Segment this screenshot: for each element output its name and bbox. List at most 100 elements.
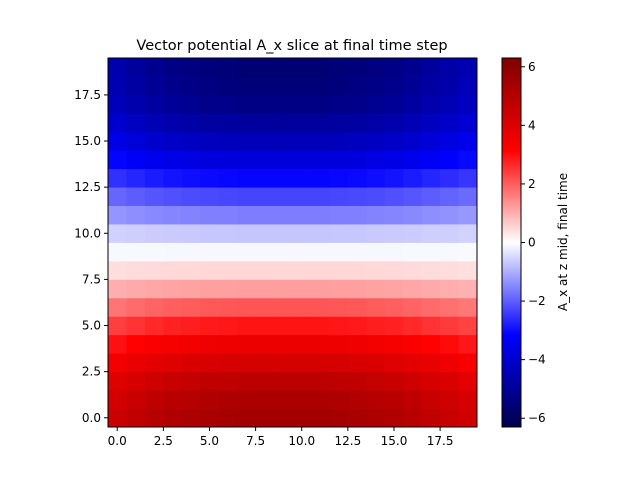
heatmap-cell: [458, 297, 478, 317]
heatmap-cell: [292, 390, 312, 409]
heatmap-cell: [237, 224, 256, 243]
heatmap-cell: [403, 408, 423, 428]
heatmap-cell: [366, 408, 386, 428]
colorbar-tick-label: 6: [528, 60, 536, 74]
heatmap-cell: [126, 113, 146, 133]
heatmap-cell: [126, 334, 146, 354]
heatmap-cell: [274, 390, 293, 409]
heatmap-cell: [403, 390, 423, 409]
heatmap-cell: [310, 113, 330, 133]
heatmap-cell: [292, 168, 312, 188]
heatmap-cell: [181, 205, 201, 225]
heatmap-cell: [274, 94, 293, 114]
heatmap-cell: [237, 279, 256, 299]
x-tick-label: 15.0: [381, 434, 408, 448]
heatmap-cell: [310, 334, 330, 354]
heatmap-cell: [274, 260, 293, 280]
heatmap-cell: [144, 168, 164, 188]
heatmap-cell: [218, 113, 238, 133]
heatmap-cell: [144, 316, 164, 336]
heatmap-cell: [218, 334, 238, 354]
heatmap-cell: [403, 205, 423, 225]
heatmap-cell: [421, 297, 441, 317]
heatmap-cell: [347, 187, 367, 206]
heatmap-cell: [347, 371, 367, 391]
heatmap-cell: [108, 150, 127, 170]
heatmap-cell: [274, 224, 293, 243]
heatmap-cell: [144, 279, 164, 299]
heatmap-cell: [347, 168, 367, 188]
heatmap-cell: [218, 205, 238, 225]
heatmap-cell: [144, 205, 164, 225]
heatmap-cell: [181, 94, 201, 114]
heatmap-cell: [458, 242, 478, 262]
x-tick-label: 2.5: [154, 434, 173, 448]
heatmap-cell: [181, 279, 201, 299]
heatmap-cell: [366, 224, 386, 243]
colorbar: [502, 58, 521, 427]
x-axis: 0.0 2.5 5.0 7.5 10.0 12.5 15.0 17.5: [108, 427, 453, 448]
heatmap-cell: [108, 242, 127, 262]
heatmap-cell: [181, 353, 201, 373]
heatmap-cell: [255, 260, 275, 280]
heatmap-cell: [144, 390, 164, 409]
heatmap-cell: [421, 390, 441, 409]
heatmap-cell: [310, 408, 330, 428]
x-tick-label: 12.5: [334, 434, 361, 448]
heatmap-cell: [181, 242, 201, 262]
heatmap-cell: [347, 353, 367, 373]
heatmap-cell: [163, 76, 183, 96]
heatmap-cell: [255, 353, 275, 373]
heatmap-cell: [144, 353, 164, 373]
heatmap-cell: [310, 371, 330, 391]
heatmap-cell: [366, 113, 386, 133]
heatmap-cell: [292, 260, 312, 280]
heatmap-cell: [237, 187, 256, 206]
heatmap-cell: [163, 316, 183, 336]
heatmap-cell: [144, 334, 164, 354]
heatmap-cell: [163, 58, 183, 77]
heatmap-cell: [255, 297, 275, 317]
heatmap-cell: [218, 187, 238, 206]
heatmap-cell: [347, 408, 367, 428]
heatmap-cell: [274, 297, 293, 317]
heatmap-cell: [163, 113, 183, 133]
heatmap-cell: [108, 297, 127, 317]
heatmap-cell: [126, 224, 146, 243]
heatmap-cell: [163, 94, 183, 114]
heatmap-cell: [163, 353, 183, 373]
heatmap-cell: [255, 187, 275, 206]
heatmap-cell: [440, 353, 459, 373]
heatmap-cell: [255, 371, 275, 391]
heatmap-cell: [255, 76, 275, 96]
heatmap-cell: [126, 187, 146, 206]
heatmap-cell: [237, 242, 256, 262]
heatmap-cell: [421, 131, 441, 151]
y-tick-label: 0.0: [82, 411, 101, 425]
heatmap-cell: [403, 224, 423, 243]
colorbar-tick-label: −2: [528, 294, 546, 308]
heatmap-cell: [218, 242, 238, 262]
heatmap-cell: [458, 94, 478, 114]
heatmap-cell: [421, 94, 441, 114]
heatmap-cell: [200, 353, 220, 373]
heatmap-cell: [126, 242, 146, 262]
heatmap-cell: [181, 150, 201, 170]
heatmap-cell: [144, 76, 164, 96]
heatmap-cell: [366, 131, 386, 151]
heatmap-cell: [292, 94, 312, 114]
heatmap: [108, 58, 478, 428]
heatmap-cell: [384, 316, 404, 336]
heatmap-cell: [163, 187, 183, 206]
heatmap-cell: [200, 242, 220, 262]
heatmap-cell: [126, 94, 146, 114]
heatmap-cell: [403, 94, 423, 114]
heatmap-cell: [200, 113, 220, 133]
heatmap-cell: [255, 150, 275, 170]
colorbar-axis: −6 −4 −2 0 2 4 6: [521, 60, 546, 425]
heatmap-cell: [237, 168, 256, 188]
heatmap-cell: [274, 131, 293, 151]
colorbar-tick-label: −4: [528, 353, 546, 367]
heatmap-cell: [440, 408, 459, 428]
heatmap-cell: [181, 113, 201, 133]
